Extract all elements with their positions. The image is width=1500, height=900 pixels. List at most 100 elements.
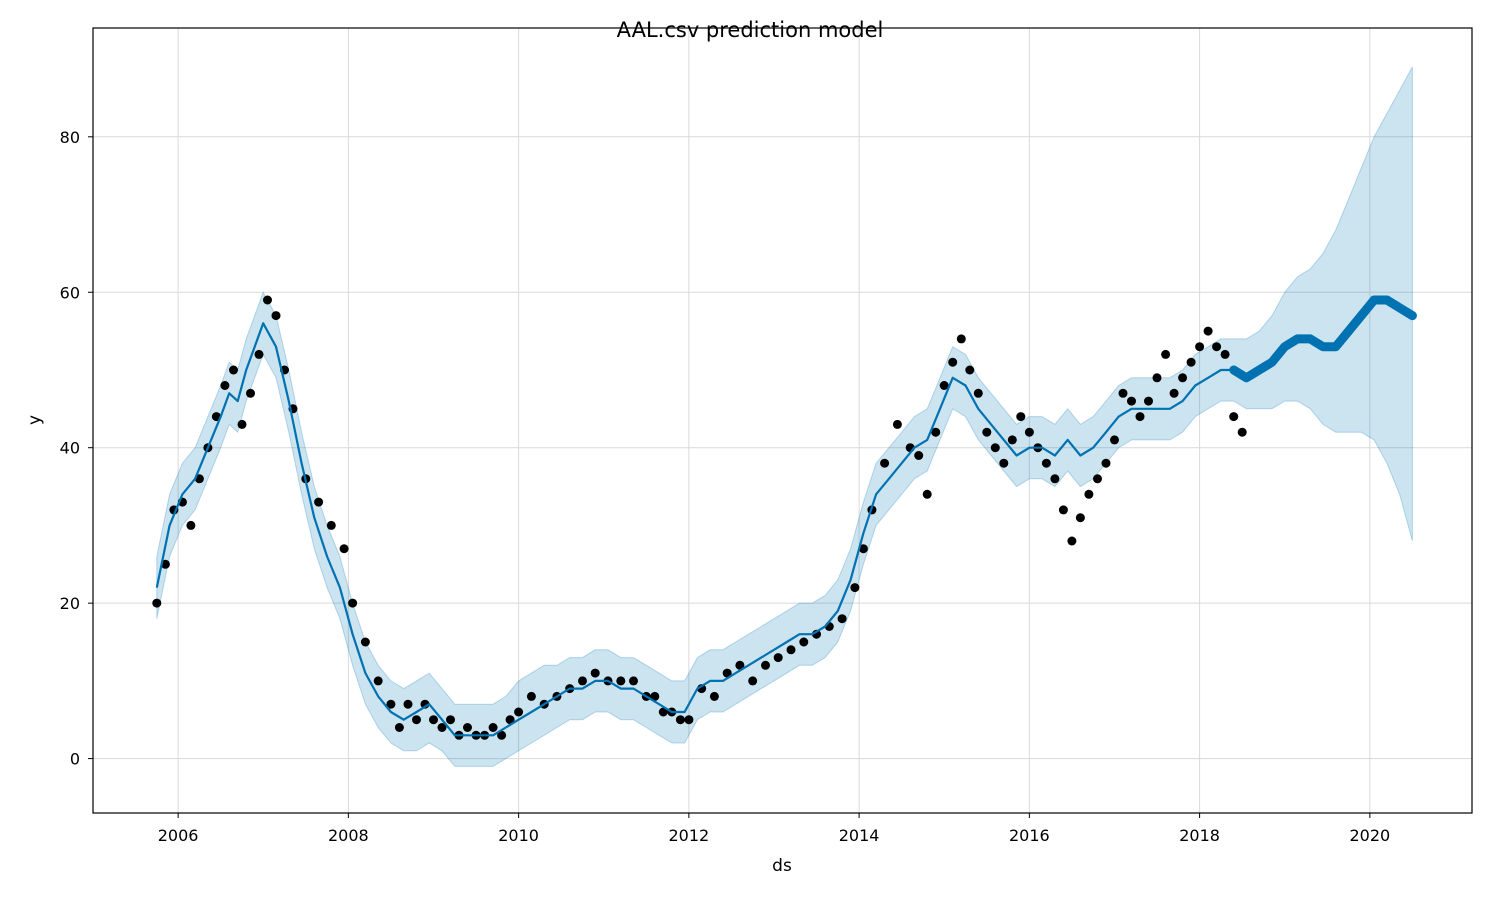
observed-point bbox=[514, 707, 524, 717]
observed-point bbox=[735, 660, 745, 670]
observed-point bbox=[914, 451, 924, 460]
forecast-line-layer bbox=[155, 295, 1417, 737]
observed-point bbox=[488, 723, 498, 732]
observed-point bbox=[675, 715, 685, 725]
observed-point bbox=[1220, 349, 1230, 359]
observed-point bbox=[931, 427, 941, 437]
y-axis-ticks: 0 20 40 60 80 bbox=[60, 128, 93, 769]
observed-point bbox=[973, 388, 983, 398]
observed-point bbox=[709, 691, 719, 701]
y-axis-label: y bbox=[25, 415, 45, 425]
observed-point bbox=[152, 598, 162, 608]
x-axis-label: ds bbox=[772, 856, 792, 876]
observed-point bbox=[799, 637, 809, 647]
observed-point bbox=[922, 489, 932, 499]
observed-point bbox=[386, 699, 396, 709]
y-tick-label: 20 bbox=[60, 594, 80, 613]
observed-point bbox=[1007, 435, 1017, 445]
observed-point bbox=[186, 520, 196, 530]
plot-frame bbox=[92, 27, 1473, 814]
x-axis-ticks: 2006 2008 2010 2012 2014 2016 2018 2020 bbox=[158, 813, 1390, 845]
observed-point bbox=[1161, 349, 1171, 359]
observed-point bbox=[1024, 427, 1034, 437]
y-tick-label: 60 bbox=[60, 283, 80, 302]
observed-point bbox=[1093, 474, 1102, 484]
observed-point bbox=[578, 676, 587, 686]
x-tick-label: 2014 bbox=[839, 826, 880, 845]
observed-point bbox=[446, 715, 455, 725]
observed-point bbox=[761, 660, 770, 670]
observed-point bbox=[394, 723, 404, 732]
observed-point bbox=[1110, 435, 1119, 445]
observed-point bbox=[229, 365, 238, 375]
observed-point bbox=[1084, 489, 1094, 499]
observed-point bbox=[246, 388, 255, 398]
observed-point bbox=[650, 691, 660, 701]
observed-point bbox=[1152, 373, 1162, 383]
observed-point bbox=[1016, 412, 1026, 422]
observed-point bbox=[684, 715, 694, 725]
observed-point bbox=[348, 598, 358, 608]
observed-point bbox=[837, 614, 847, 624]
observed-point bbox=[999, 458, 1009, 468]
observed-point bbox=[990, 443, 1000, 453]
observed-point bbox=[1075, 513, 1085, 523]
observed-point bbox=[360, 637, 370, 647]
observed-point bbox=[373, 676, 383, 686]
gridlines bbox=[93, 28, 1472, 813]
uncertainty-band bbox=[156, 66, 1413, 767]
observed-point bbox=[629, 676, 638, 686]
observed-point bbox=[1067, 536, 1077, 546]
observed-point bbox=[948, 357, 958, 367]
observed-point bbox=[965, 365, 975, 375]
observed-point bbox=[616, 676, 626, 686]
observed-point bbox=[1212, 342, 1222, 352]
observed-point bbox=[220, 381, 230, 390]
observed-point bbox=[773, 653, 783, 663]
observed-point bbox=[526, 691, 536, 701]
x-tick-label: 2008 bbox=[328, 826, 369, 845]
forecast-line-history bbox=[155, 322, 1247, 737]
observed-point bbox=[1186, 357, 1196, 367]
observed-point bbox=[590, 668, 600, 678]
observed-point bbox=[892, 419, 902, 429]
observed-point bbox=[1237, 427, 1247, 437]
observed-point bbox=[314, 497, 324, 507]
observed-point bbox=[1195, 342, 1205, 352]
observed-point bbox=[412, 715, 421, 725]
x-tick-label: 2012 bbox=[669, 826, 710, 845]
observed-point bbox=[339, 544, 349, 554]
uncertainty-band-layer bbox=[156, 66, 1413, 767]
observed-point bbox=[1118, 388, 1128, 398]
observed-point bbox=[429, 715, 438, 725]
observed-point bbox=[1050, 474, 1060, 484]
observed-point bbox=[786, 645, 796, 655]
observed-point bbox=[858, 544, 868, 554]
chart-title: AAL.csv prediction model bbox=[617, 18, 884, 42]
observed-point bbox=[722, 668, 732, 678]
observed-point bbox=[1178, 373, 1188, 383]
forecast-line-future bbox=[1229, 295, 1417, 383]
x-tick-label: 2006 bbox=[158, 826, 199, 845]
observed-points-layer bbox=[152, 295, 1247, 740]
observed-point bbox=[1229, 412, 1239, 422]
x-tick-label: 2010 bbox=[498, 826, 539, 845]
observed-point bbox=[497, 730, 507, 740]
x-tick-label: 2016 bbox=[1009, 826, 1050, 845]
observed-point bbox=[437, 723, 447, 732]
observed-point bbox=[850, 583, 860, 593]
observed-point bbox=[463, 723, 472, 732]
observed-point bbox=[1127, 396, 1136, 406]
observed-point bbox=[1041, 458, 1051, 468]
observed-point bbox=[748, 676, 758, 686]
observed-point bbox=[956, 334, 966, 344]
observed-point bbox=[1144, 396, 1153, 406]
observed-point bbox=[263, 295, 272, 305]
observed-point bbox=[403, 699, 413, 709]
observed-point bbox=[982, 427, 992, 437]
observed-point bbox=[254, 349, 264, 359]
x-tick-label: 2020 bbox=[1349, 826, 1390, 845]
observed-point bbox=[1058, 505, 1068, 515]
observed-point bbox=[1169, 388, 1179, 398]
observed-point bbox=[271, 311, 281, 321]
